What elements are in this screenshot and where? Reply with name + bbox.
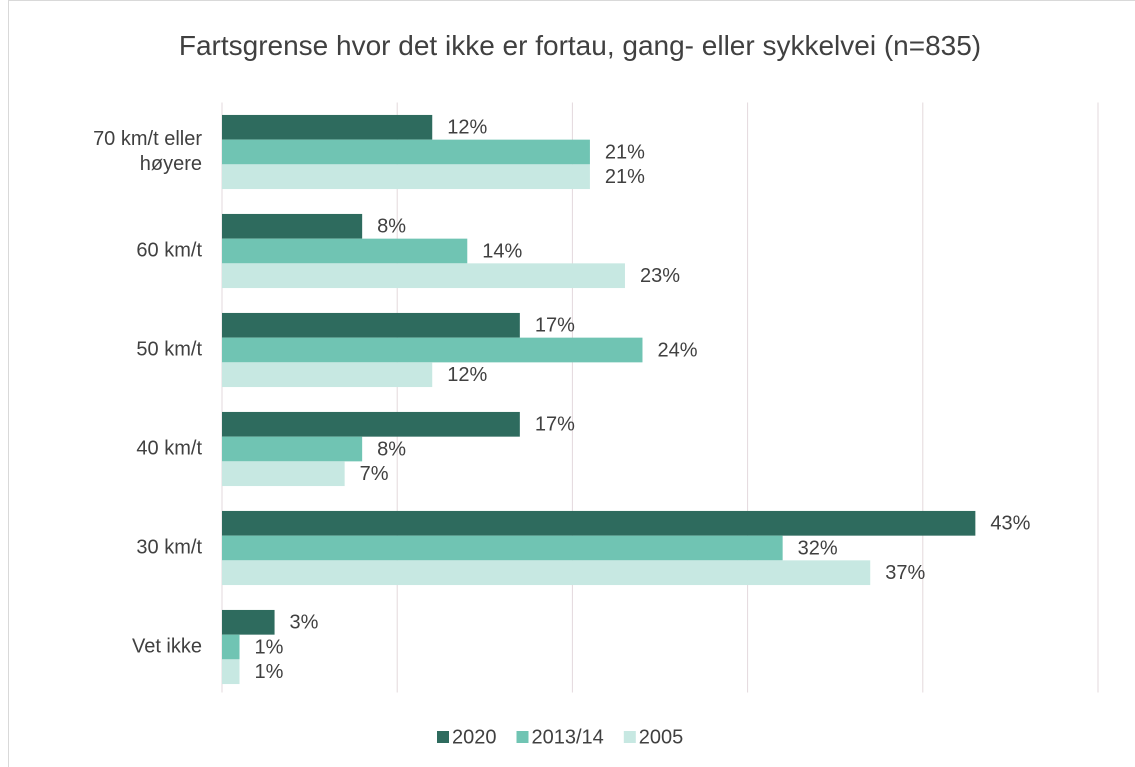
- chart-title: Fartsgrense hvor det ikke er fortau, gan…: [178, 30, 982, 61]
- data-label: 43%: [990, 513, 1030, 535]
- bar: [222, 535, 783, 561]
- data-label: 32%: [798, 537, 838, 559]
- data-label: 14%: [482, 240, 522, 262]
- category-label: 30 km/t: [136, 536, 202, 559]
- category-label: 50 km/t: [136, 338, 202, 361]
- bar: [222, 362, 433, 388]
- legend-label: 2020: [452, 726, 497, 748]
- bar: [222, 114, 433, 140]
- data-label: 21%: [605, 141, 645, 163]
- data-label: 3%: [290, 612, 319, 634]
- chart-border: [8, 0, 1135, 767]
- bar: [222, 609, 275, 635]
- bar: [222, 659, 240, 685]
- legend-label: 2013/14: [532, 726, 604, 748]
- category-label: Vet ikke: [131, 635, 202, 658]
- data-label: 8%: [377, 216, 406, 238]
- data-label: 21%: [605, 166, 645, 188]
- category-label: 60 km/t: [136, 239, 202, 262]
- bar: [222, 139, 590, 165]
- bar: [222, 411, 520, 437]
- bar: [222, 436, 363, 462]
- bar: [222, 337, 643, 363]
- data-label: 1%: [255, 636, 284, 658]
- bar: [222, 164, 590, 190]
- category-label: 70 km/t eller høyere: [93, 128, 202, 175]
- legend-swatch: [623, 731, 636, 743]
- legend-swatch: [437, 731, 449, 743]
- legend-swatch: [516, 731, 529, 743]
- data-label: 17%: [535, 414, 575, 436]
- legend-label: 2005: [639, 726, 684, 748]
- data-label: 1%: [255, 661, 284, 683]
- data-label: 24%: [657, 339, 697, 361]
- bar: [222, 312, 520, 338]
- bar: [222, 510, 976, 536]
- data-label: 23%: [640, 265, 680, 287]
- bar: [222, 213, 363, 239]
- bar: [222, 263, 625, 289]
- data-label: 8%: [377, 438, 406, 460]
- bar: [222, 238, 468, 264]
- data-label: 37%: [885, 562, 925, 584]
- bar: [222, 461, 345, 487]
- data-label: 17%: [535, 315, 575, 337]
- data-label: 12%: [447, 364, 487, 386]
- bar: [222, 560, 871, 586]
- data-label: 12%: [447, 117, 487, 139]
- bar: [222, 634, 240, 660]
- category-label: 40 km/t: [136, 437, 202, 460]
- data-label: 7%: [360, 463, 389, 485]
